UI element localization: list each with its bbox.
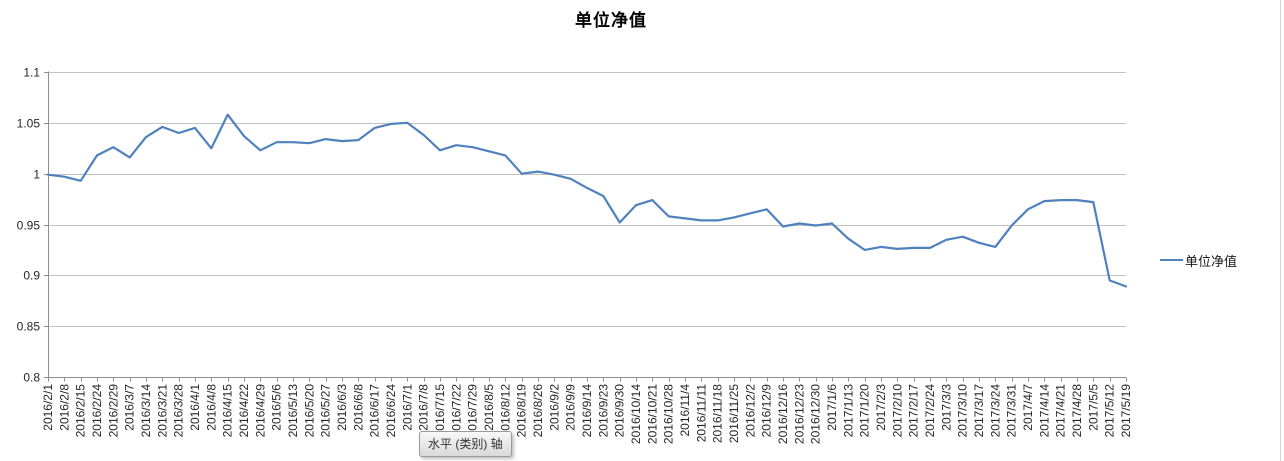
x-axis-tick-label[interactable]: 2016/5/6 xyxy=(270,384,284,431)
y-axis-tick-label[interactable]: 0.8 xyxy=(23,371,40,385)
x-axis-tick-label[interactable]: 2016/10/14 xyxy=(629,384,643,444)
x-axis-tick-label[interactable]: 2016/4/15 xyxy=(221,384,235,438)
x-axis-tick-label[interactable]: 2017/5/5 xyxy=(1086,384,1100,431)
x-axis-tick-label[interactable]: 2016/4/22 xyxy=(237,384,251,438)
x-axis-tick-label[interactable]: 2016/2/1 xyxy=(41,384,55,431)
x-axis-tick-label[interactable]: 2017/5/12 xyxy=(1103,384,1117,438)
x-axis-tick-label[interactable]: 2016/8/19 xyxy=(515,384,529,438)
x-axis-tick-label[interactable]: 2017/4/21 xyxy=(1054,384,1068,438)
x-axis-tick-label[interactable]: 2016/6/17 xyxy=(368,384,382,438)
x-axis-tick-label[interactable]: 2016/2/8 xyxy=(57,384,71,431)
x-axis-tick-label[interactable]: 2016/7/8 xyxy=(417,384,431,431)
y-axis-tick-label[interactable]: 1.05 xyxy=(17,117,41,131)
x-axis-tick-label[interactable]: 2016/7/29 xyxy=(466,384,480,438)
x-axis-tick-label[interactable]: 2016/5/13 xyxy=(286,384,300,438)
x-axis-tick-label[interactable]: 2017/4/28 xyxy=(1070,384,1084,438)
x-axis-tick-label[interactable]: 2016/11/18 xyxy=(711,384,725,443)
x-axis-tick-label[interactable]: 2016/7/1 xyxy=(400,384,414,431)
x-axis-tick-label[interactable]: 2016/3/14 xyxy=(139,384,153,438)
y-axis-tick-label[interactable]: 1 xyxy=(33,168,40,182)
y-axis-tick-label[interactable]: 0.95 xyxy=(17,219,41,233)
x-axis-tick-label[interactable]: 2016/7/22 xyxy=(449,384,463,438)
x-axis-tick-label[interactable]: 2016/11/4 xyxy=(678,384,692,437)
chart-border-right xyxy=(1280,0,1281,461)
x-axis-tick-label[interactable]: 2016/11/11 xyxy=(694,384,708,443)
x-axis-tick-label[interactable]: 2016/10/28 xyxy=(662,384,676,444)
x-axis-tick-label[interactable]: 2016/12/23 xyxy=(792,384,806,444)
axis-tooltip-text: 水平 (类别) 轴 xyxy=(428,437,503,451)
x-axis-tick-label[interactable]: 2017/2/17 xyxy=(907,384,921,438)
x-axis-tick-label[interactable]: 2016/9/14 xyxy=(580,384,594,438)
x-axis-tick-label[interactable]: 2017/3/10 xyxy=(956,384,970,438)
y-axis-tick-label[interactable]: 1.1 xyxy=(23,66,40,80)
x-axis-tick-label[interactable]: 2016/7/15 xyxy=(433,384,447,438)
axis-tooltip: 水平 (类别) 轴 xyxy=(419,431,512,457)
x-axis-tick-label[interactable]: 2016/8/26 xyxy=(531,384,545,438)
x-axis-tick-label[interactable]: 2016/4/1 xyxy=(188,384,202,431)
x-axis-tick-label[interactable]: 2016/4/8 xyxy=(204,384,218,431)
x-axis-tick-label[interactable]: 2017/4/14 xyxy=(1037,384,1051,438)
x-axis-tick-label[interactable]: 2017/3/31 xyxy=(1005,384,1019,438)
x-axis-tick-label[interactable]: 2016/12/30 xyxy=(809,384,823,444)
x-axis-tick-label[interactable]: 2017/1/13 xyxy=(841,384,855,438)
x-axis-tick-label[interactable]: 2017/1/6 xyxy=(825,384,839,431)
x-axis-tick-label[interactable]: 2017/1/20 xyxy=(858,384,872,438)
x-axis-tick-label[interactable]: 2016/6/24 xyxy=(384,384,398,438)
x-axis-tick-label[interactable]: 2017/3/3 xyxy=(939,384,953,431)
x-axis-tick-label[interactable]: 2016/2/24 xyxy=(90,384,104,438)
x-axis-tick-label[interactable]: 2016/2/29 xyxy=(106,384,120,438)
x-axis-tick-label[interactable]: 2016/9/9 xyxy=(564,384,578,431)
x-axis-tick-label[interactable]: 2016/5/20 xyxy=(302,384,316,438)
x-axis-tick-label[interactable]: 2017/2/24 xyxy=(923,384,937,438)
legend-line-sample-icon xyxy=(1160,259,1183,261)
x-axis-tick-label[interactable]: 2016/12/9 xyxy=(760,384,774,438)
x-axis-tick-label[interactable]: 2016/3/21 xyxy=(155,384,169,438)
x-axis-tick-label[interactable]: 2016/5/27 xyxy=(319,384,333,438)
legend-series-label: 单位净值 xyxy=(1185,253,1238,269)
x-axis-tick-label[interactable]: 2017/3/17 xyxy=(972,384,986,438)
x-axis-tick-label[interactable]: 2016/4/29 xyxy=(253,384,267,438)
x-axis-tick-label[interactable]: 2016/3/7 xyxy=(123,384,137,431)
x-axis-tick-label[interactable]: 2016/12/16 xyxy=(776,384,790,444)
x-axis-tick-label[interactable]: 2016/8/5 xyxy=(482,384,496,431)
x-axis-tick-label[interactable]: 2017/5/19 xyxy=(1119,384,1133,438)
y-axis-tick-label[interactable]: 0.9 xyxy=(23,269,40,283)
y-axis-tick-label[interactable]: 0.85 xyxy=(17,320,41,334)
x-axis-tick-label[interactable]: 2017/4/7 xyxy=(1021,384,1035,431)
x-axis-tick-label[interactable]: 2016/6/3 xyxy=(335,384,349,431)
x-axis-tick-label[interactable]: 2016/6/8 xyxy=(351,384,365,431)
chart-title[interactable]: 单位净值 xyxy=(575,11,647,30)
x-axis-tick-label[interactable]: 2016/10/21 xyxy=(645,384,659,444)
x-axis-tick-label[interactable]: 2016/9/30 xyxy=(613,384,627,438)
x-axis-tick-label[interactable]: 2016/8/12 xyxy=(498,384,512,438)
x-axis-tick-label[interactable]: 2016/12/2 xyxy=(743,384,757,438)
x-axis-tick-label[interactable]: 2017/3/24 xyxy=(988,384,1002,438)
legend[interactable]: 单位净值 xyxy=(1160,251,1237,269)
x-axis-tick-label[interactable]: 2016/3/28 xyxy=(172,384,186,438)
x-axis-tick-label[interactable]: 2016/9/2 xyxy=(547,384,561,431)
x-axis-tick-label[interactable]: 2016/11/25 xyxy=(727,384,741,443)
x-axis-tick-label[interactable]: 2016/9/23 xyxy=(596,384,610,438)
x-axis-tick-label[interactable]: 2016/2/15 xyxy=(74,384,88,438)
x-axis-tick-label[interactable]: 2017/2/10 xyxy=(890,384,904,438)
series-line[interactable] xyxy=(46,113,1128,288)
x-axis-tick-label[interactable]: 2017/2/3 xyxy=(874,384,888,431)
